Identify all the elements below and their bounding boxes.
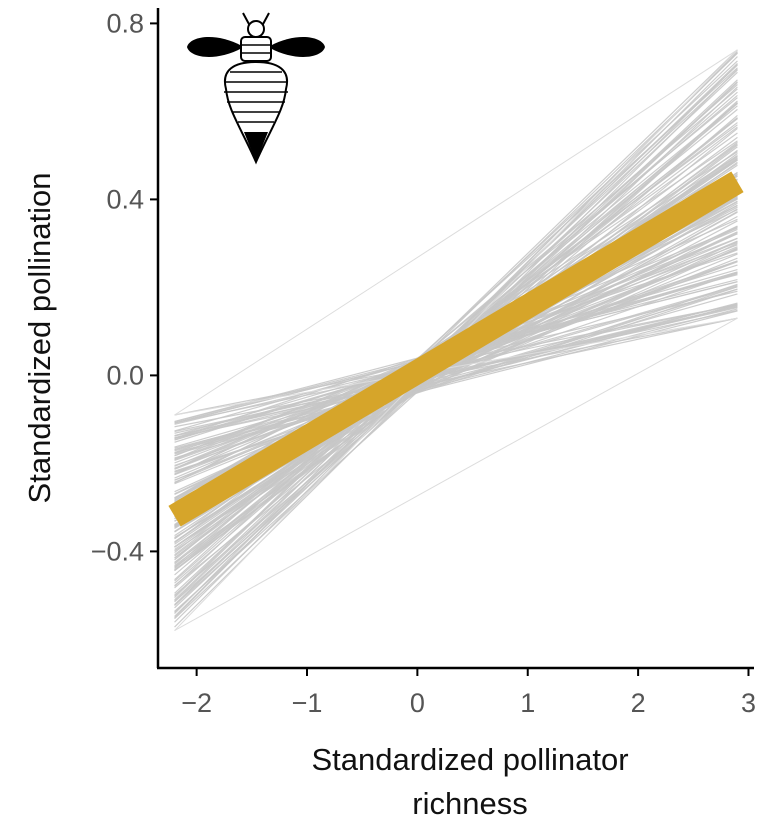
posterior-draw-line: [174, 306, 738, 437]
posterior-draw-line: [174, 69, 738, 594]
posterior-envelope-line: [174, 317, 738, 632]
y-tick-label: 0.8: [106, 8, 144, 38]
posterior-draw-line: [174, 302, 738, 449]
axes: −0.4 0.0 0.4 0.8 −2 −1 0 1 2 3: [91, 8, 756, 718]
x-tick-label: 2: [631, 688, 646, 718]
posterior-draw-line: [174, 286, 738, 472]
x-tick-label: −1: [292, 688, 323, 718]
y-axis-title: Standardized pollination: [22, 173, 57, 504]
posterior-draw-line: [174, 84, 738, 582]
x-tick-label: −2: [181, 688, 212, 718]
y-tick-label: 0.4: [106, 184, 144, 214]
bee-icon: [187, 12, 325, 165]
y-tick-label: 0.0: [106, 360, 144, 390]
posterior-envelope-line: [174, 317, 738, 416]
x-tick-label: 1: [520, 688, 535, 718]
posterior-draw-line: [174, 63, 738, 606]
x-axis-title-line-1: Standardized pollinator: [311, 742, 628, 777]
posterior-draw-line: [174, 308, 738, 454]
x-tick-label: 0: [410, 688, 425, 718]
x-tick-label: 3: [741, 688, 756, 718]
y-tick-label: −0.4: [91, 536, 144, 566]
posterior-envelope-line: [174, 49, 738, 416]
mean-line-group: [168, 171, 744, 527]
plot-area: [168, 49, 744, 632]
y-ticks: −0.4 0.0 0.4 0.8: [91, 8, 158, 566]
posterior-draw-line: [174, 257, 738, 481]
x-ticks: −2 −1 0 1 2 3: [181, 668, 756, 718]
mean-line: [168, 171, 744, 527]
x-axis-title-line-2: richness: [412, 786, 527, 821]
